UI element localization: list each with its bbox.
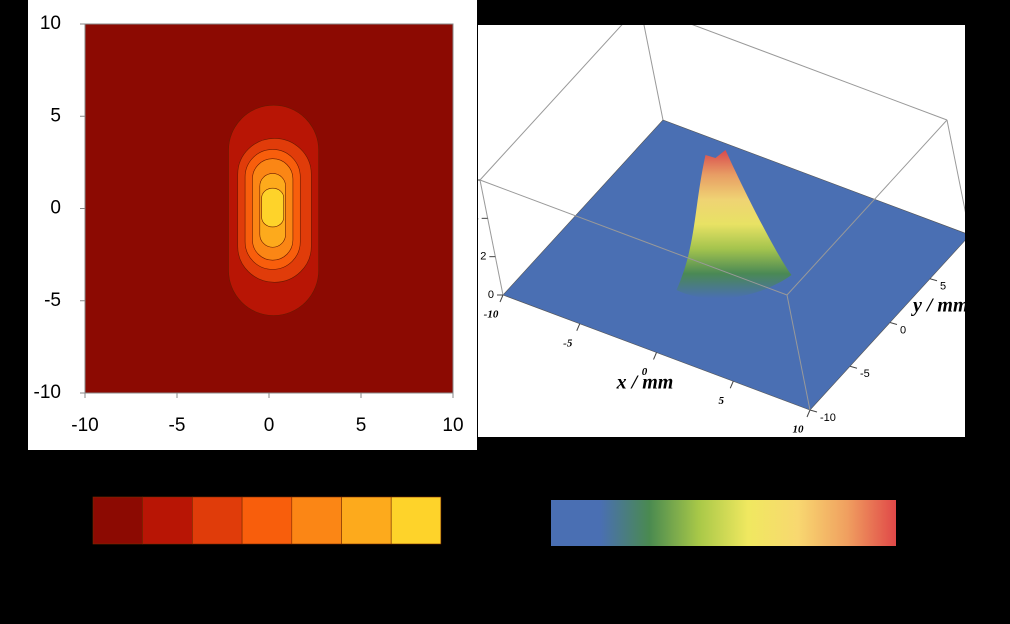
y-tick-label: 10 [40, 13, 61, 34]
x-tick-label: 10 [442, 415, 463, 436]
x-tick [729, 381, 734, 389]
x-tick-label: 0 [264, 415, 275, 436]
x-tick-label: -10 [484, 309, 499, 321]
colorbar-cell [341, 496, 392, 545]
box-edge [479, 179, 504, 296]
z-tick-label: 4 [473, 212, 479, 224]
x-tick-label: -5 [169, 415, 186, 436]
y-tick-label: 0 [50, 198, 61, 219]
colorbar-cell [92, 496, 144, 545]
x-tick-label: -5 [563, 337, 573, 349]
y-tick-label: -5 [860, 368, 870, 380]
x-tick [653, 352, 657, 360]
x-tick-label: 5 [356, 415, 367, 436]
x-tick-label: -10 [71, 415, 98, 436]
z-tick-label: 0 [488, 289, 494, 301]
colorbar-cell [390, 496, 442, 545]
y-tick-label: 5 [50, 105, 61, 126]
box-edge [479, 179, 788, 296]
colorbar-cell [142, 496, 193, 545]
y-tick [929, 278, 938, 282]
contour-level [261, 187, 285, 228]
x-tick-label: 5 [719, 395, 725, 407]
x-tick [806, 409, 811, 418]
y-tick [809, 409, 818, 413]
colorbar-cell [192, 496, 243, 545]
box-edge [786, 119, 948, 296]
y-axis-label: y / mm [911, 295, 969, 317]
x-tick [576, 323, 581, 331]
y-tick-label: -5 [44, 290, 61, 311]
x-tick [499, 294, 504, 303]
y-tick-label: 5 [940, 281, 946, 293]
box-edge [479, 25, 623, 181]
x-axis-label: x / mm [616, 372, 674, 394]
box-edge [786, 294, 811, 411]
y-tick [849, 365, 858, 369]
colorbar-cell [291, 496, 342, 545]
x-tick-label: 10 [793, 424, 805, 436]
z-tick-label: 2 [480, 251, 486, 263]
colorbar [551, 500, 896, 546]
box-edge [643, 25, 664, 121]
surface-peak [676, 150, 792, 299]
x-tick-label: 0 [642, 366, 648, 378]
colorbar-cell [241, 496, 293, 545]
box-edge [946, 119, 965, 213]
y-tick-label: -10 [820, 412, 836, 424]
box-edge [691, 25, 948, 121]
y-tick-label: 0 [900, 324, 906, 336]
y-tick [889, 322, 898, 325]
y-tick-label: -10 [34, 382, 61, 403]
